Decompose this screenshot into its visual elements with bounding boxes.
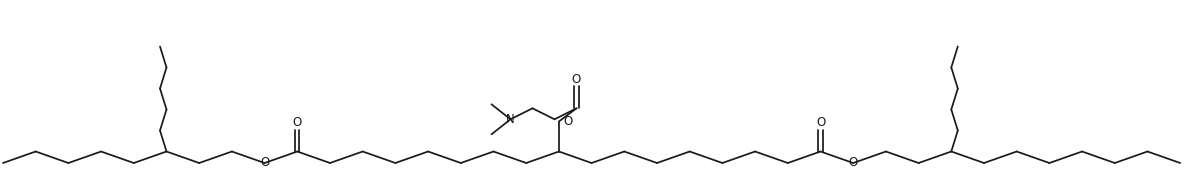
Text: N: N bbox=[506, 113, 515, 126]
Text: O: O bbox=[563, 115, 573, 128]
Text: O: O bbox=[816, 116, 825, 129]
Text: O: O bbox=[260, 155, 269, 168]
Text: O: O bbox=[572, 73, 581, 86]
Text: O: O bbox=[848, 155, 857, 168]
Text: O: O bbox=[293, 116, 302, 129]
